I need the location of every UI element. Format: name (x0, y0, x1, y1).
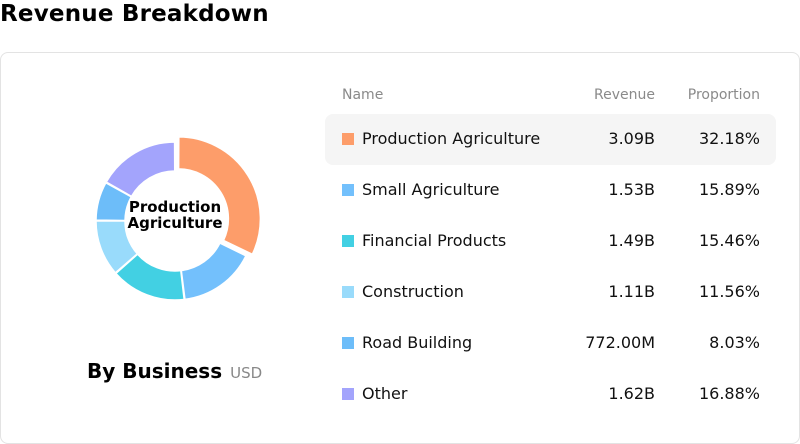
row-name: Other (362, 384, 408, 403)
row-revenue: 1.49B (608, 231, 655, 250)
chart-caption-unit: USD (230, 364, 263, 382)
row-revenue: 1.11B (608, 282, 655, 301)
table-row[interactable]: Construction 1.11B 11.56% (325, 267, 776, 318)
table-row[interactable]: Production Agriculture 3.09B 32.18% (325, 114, 776, 165)
table-header: Name Revenue Proportion (325, 83, 776, 109)
legend-swatch (342, 184, 354, 196)
row-proportion: 32.18% (698, 129, 760, 148)
row-name: Small Agriculture (362, 180, 500, 199)
page-title: Revenue Breakdown (0, 1, 269, 27)
donut-slice-small-agriculture[interactable] (180, 242, 247, 301)
table-row[interactable]: Financial Products 1.49B 15.46% (325, 216, 776, 267)
donut-svg (95, 136, 262, 301)
table-row[interactable]: Other 1.62B 16.88% (325, 369, 776, 420)
row-name: Financial Products (362, 231, 507, 250)
revenue-card: Production Agriculture By Business USD N… (0, 52, 800, 444)
table-row[interactable]: Small Agriculture 1.53B 15.89% (325, 165, 776, 216)
legend-swatch (342, 133, 354, 145)
row-name: Construction (362, 282, 464, 301)
donut-slice-financial-products[interactable] (114, 253, 185, 301)
row-proportion: 15.46% (698, 231, 760, 250)
table-row[interactable]: Road Building 772.00M 8.03% (325, 318, 776, 369)
revenue-table: Name Revenue Proportion Production Agric… (325, 83, 776, 403)
chart-caption-title: By Business (87, 359, 223, 383)
row-name: Production Agriculture (362, 129, 541, 148)
legend-swatch (342, 235, 354, 247)
row-name: Road Building (362, 333, 473, 352)
donut-center-label: Production Agriculture (127, 198, 223, 232)
header-name: Name (342, 87, 384, 103)
legend-swatch (342, 286, 354, 298)
row-revenue: 3.09B (608, 129, 655, 148)
row-revenue: 1.62B (608, 384, 655, 403)
donut-slice-other[interactable] (105, 141, 176, 198)
row-proportion: 8.03% (709, 333, 760, 352)
row-revenue: 772.00M (585, 333, 655, 352)
row-revenue: 1.53B (608, 180, 655, 199)
row-proportion: 16.88% (698, 384, 760, 403)
header-revenue: Revenue (594, 87, 655, 103)
legend-swatch (342, 337, 354, 349)
donut-chart[interactable]: Production Agriculture (81, 127, 281, 327)
row-proportion: 15.89% (698, 180, 760, 199)
header-proportion: Proportion (687, 87, 760, 103)
chart-caption: By Business USD (87, 359, 262, 383)
legend-swatch (342, 388, 354, 400)
row-proportion: 11.56% (698, 282, 760, 301)
table-body: Production Agriculture 3.09B 32.18% Small A… (325, 114, 776, 420)
donut-slice-production-agriculture[interactable] (177, 136, 262, 256)
